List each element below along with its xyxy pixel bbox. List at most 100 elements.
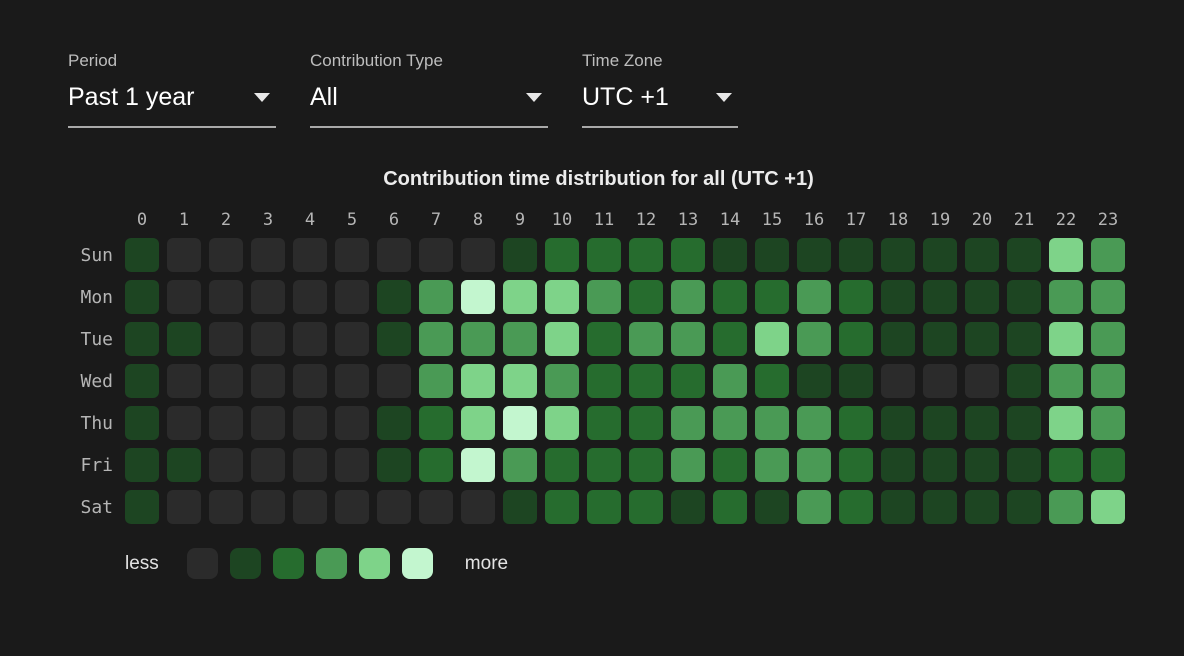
hour-label: 9 — [514, 210, 526, 230]
heatmap-row: Thu — [68, 402, 1184, 444]
heatmap-cell — [965, 280, 999, 314]
hour-label: 2 — [220, 210, 232, 230]
heatmap-cell — [1091, 448, 1125, 482]
heatmap-cell — [167, 238, 201, 272]
heatmap-cell — [923, 364, 957, 398]
heatmap-cell — [713, 280, 747, 314]
legend-swatches — [186, 548, 433, 579]
day-label: Sun — [80, 244, 113, 266]
heatmap-cell — [461, 238, 495, 272]
hour-label: 16 — [803, 210, 825, 230]
heatmap-cell — [167, 280, 201, 314]
heatmap-cell — [839, 322, 873, 356]
heatmap-cell — [377, 448, 411, 482]
heatmap: 0 1 2 3 4 5 6 7 8 9 10 11 12 13 14 15 16 17 18 19 20 21 22 23 S… — [68, 206, 1184, 528]
heatmap-cell — [125, 490, 159, 524]
hour-labels-row: 0 1 2 3 4 5 6 7 8 9 10 11 12 13 14 15 16 17 18 19 20 21 22 23 — [121, 206, 1184, 234]
heatmap-cell — [1049, 406, 1083, 440]
hour-label: 11 — [593, 210, 615, 230]
heatmap-cell — [1007, 364, 1041, 398]
heatmap-cell — [419, 364, 453, 398]
heatmap-cell — [755, 406, 789, 440]
heatmap-cell — [839, 448, 873, 482]
heatmap-cell — [545, 490, 579, 524]
filter-contribution-type-label: Contribution Type — [310, 51, 443, 70]
hour-label: 8 — [472, 210, 484, 230]
heatmap-cell — [377, 238, 411, 272]
heatmap-cell — [755, 238, 789, 272]
hour-label: 22 — [1055, 210, 1077, 230]
filter-period: Period Past 1 year — [68, 50, 276, 128]
heatmap-cell — [545, 448, 579, 482]
heatmap-cell — [503, 406, 537, 440]
hour-label: 19 — [929, 210, 951, 230]
heatmap-cell — [587, 364, 621, 398]
heatmap-cell — [251, 448, 285, 482]
heatmap-cell — [335, 490, 369, 524]
heatmap-cell — [293, 490, 327, 524]
heatmap-cell — [503, 322, 537, 356]
filter-time-zone-value: UTC +1 — [582, 83, 669, 111]
filter-time-zone-dropdown[interactable]: UTC +1 — [582, 82, 738, 112]
filter-period-label: Period — [68, 51, 118, 70]
heatmap-cell — [251, 322, 285, 356]
heatmap-cell — [713, 238, 747, 272]
chevron-down-icon — [526, 92, 542, 102]
heatmap-cell — [377, 364, 411, 398]
heatmap-cell — [629, 280, 663, 314]
filter-contribution-type-dropdown[interactable]: All — [310, 82, 548, 112]
heatmap-cell — [755, 448, 789, 482]
heatmap-cell — [125, 406, 159, 440]
heatmap-cell — [713, 364, 747, 398]
heatmap-cell — [839, 238, 873, 272]
hour-label: 14 — [719, 210, 741, 230]
heatmap-cell — [503, 280, 537, 314]
heatmap-cell — [671, 364, 705, 398]
legend-swatch — [272, 548, 304, 579]
heatmap-cell — [209, 490, 243, 524]
heatmap-cell — [419, 406, 453, 440]
heatmap-cell — [419, 490, 453, 524]
heatmap-cell — [797, 490, 831, 524]
heatmap-cell — [1007, 322, 1041, 356]
heatmap-cell — [1091, 490, 1125, 524]
heatmap-cell — [587, 490, 621, 524]
heatmap-cell — [419, 280, 453, 314]
page: Period Past 1 year Contribution Type All… — [68, 50, 1184, 579]
heatmap-cell — [629, 448, 663, 482]
heatmap-cell — [1091, 280, 1125, 314]
legend-swatch — [358, 548, 390, 579]
heatmap-cell — [209, 364, 243, 398]
legend: less more — [125, 548, 1184, 579]
heatmap-cell — [503, 364, 537, 398]
heatmap-cell — [923, 406, 957, 440]
heatmap-row: Sat — [68, 486, 1184, 528]
heatmap-cell — [419, 448, 453, 482]
heatmap-cell — [545, 406, 579, 440]
filter-period-value: Past 1 year — [68, 83, 195, 111]
heatmap-cell — [377, 280, 411, 314]
hour-label: 10 — [551, 210, 573, 230]
heatmap-cell — [461, 490, 495, 524]
heatmap-cell — [1049, 238, 1083, 272]
heatmap-cell — [713, 406, 747, 440]
filter-period-dropdown[interactable]: Past 1 year — [68, 82, 276, 112]
heatmap-cell — [1007, 490, 1041, 524]
heatmap-row: Sun — [68, 234, 1184, 276]
heatmap-cell — [797, 364, 831, 398]
heatmap-cell — [125, 280, 159, 314]
heatmap-cell — [839, 364, 873, 398]
heatmap-cell — [965, 322, 999, 356]
heatmap-cell — [461, 406, 495, 440]
heatmap-cell — [545, 238, 579, 272]
heatmap-cell — [209, 448, 243, 482]
heatmap-cell — [713, 490, 747, 524]
hour-label: 6 — [388, 210, 400, 230]
legend-swatch — [401, 548, 433, 579]
hour-label: 0 — [136, 210, 148, 230]
legend-more-label: more — [464, 552, 509, 574]
day-label: Fri — [80, 454, 113, 476]
heatmap-cell — [629, 490, 663, 524]
heatmap-cell — [419, 238, 453, 272]
heatmap-cell — [797, 238, 831, 272]
